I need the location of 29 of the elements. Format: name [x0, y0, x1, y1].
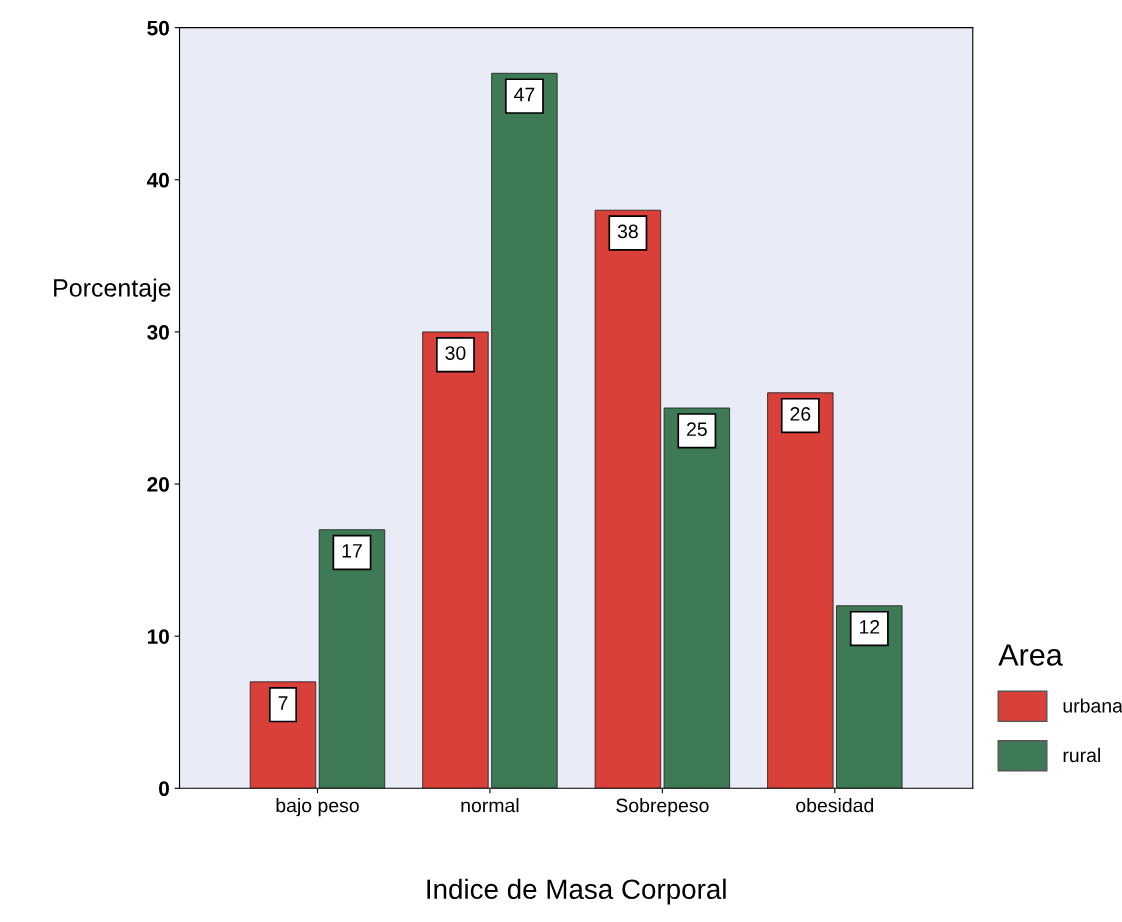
y-tick-label: 0 [159, 781, 169, 797]
bar [767, 392, 834, 789]
y-tick-label: 20 [147, 477, 169, 492]
x-tick-label: bajo peso [276, 798, 359, 817]
y-tick-label: 30 [147, 324, 169, 340]
x-tick-label: obesidad [796, 798, 874, 813]
data-label: 26 [790, 407, 811, 421]
data-label: 7 [278, 696, 288, 710]
bar [318, 529, 386, 789]
y-tick-label: 40 [146, 172, 169, 188]
bar [663, 407, 731, 789]
bar [422, 331, 489, 789]
legend-title: Area [998, 644, 1063, 666]
y-tick-label: 10 [147, 629, 169, 644]
data-label: 38 [617, 224, 638, 239]
data-label: 47 [514, 87, 535, 102]
bar [594, 209, 662, 789]
data-label: 12 [859, 620, 880, 634]
bar [491, 72, 558, 789]
legend-label: urbana [1063, 698, 1122, 713]
data-label: 25 [687, 422, 707, 437]
x-tick-label: normal [461, 798, 519, 813]
y-tick-label: 50 [147, 20, 169, 36]
legend-label: rural [1063, 747, 1100, 763]
x-tick-label: Sobrepeso [616, 798, 709, 817]
data-label: 30 [445, 346, 466, 360]
y-axis-title: Porcentaje [54, 278, 171, 302]
data-label: 17 [342, 544, 362, 558]
x-axis-title: Indice de Masa Corporal [427, 878, 726, 905]
